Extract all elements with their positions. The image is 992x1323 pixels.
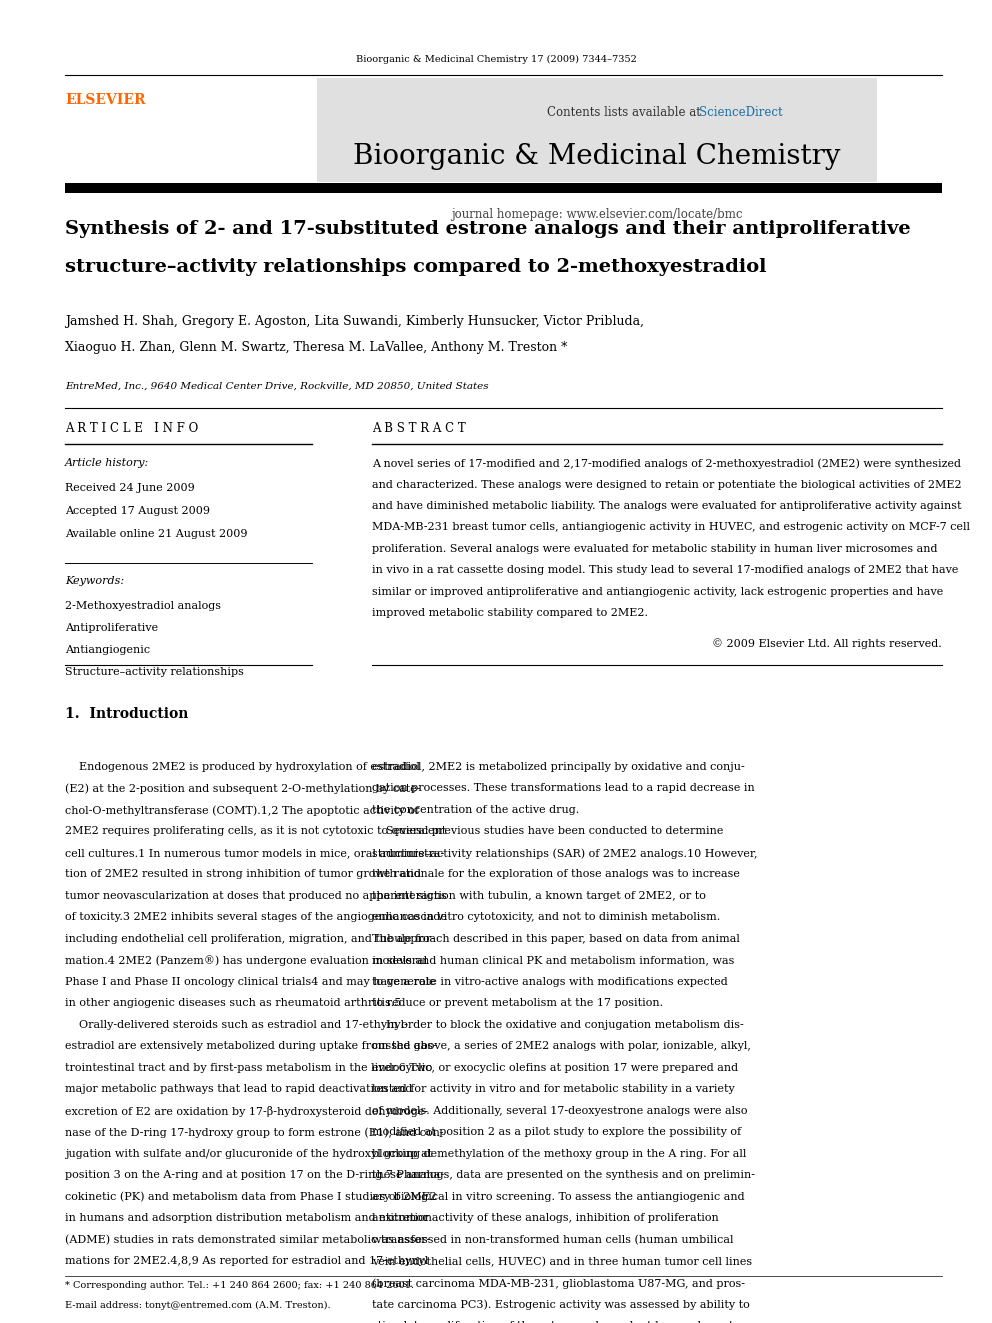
- Text: vein endothelial cells, HUVEC) and in three human tumor cell lines: vein endothelial cells, HUVEC) and in th…: [372, 1257, 752, 1267]
- Text: blocking demethylation of the methoxy group in the A ring. For all: blocking demethylation of the methoxy gr…: [372, 1148, 746, 1159]
- Text: Received 24 June 2009: Received 24 June 2009: [65, 483, 194, 493]
- Text: A B S T R A C T: A B S T R A C T: [372, 422, 466, 435]
- Text: nase of the D-ring 17-hydroxy group to form estrone (E1), and con-: nase of the D-ring 17-hydroxy group to f…: [65, 1127, 443, 1138]
- Text: improved metabolic stability compared to 2ME2.: improved metabolic stability compared to…: [372, 609, 648, 618]
- Text: jugation with sulfate and/or glucuronide of the hydroxyl group at: jugation with sulfate and/or glucuronide…: [65, 1148, 433, 1159]
- Text: A novel series of 17-modified and 2,17-modified analogs of 2-methoxyestradiol (2: A novel series of 17-modified and 2,17-m…: [372, 458, 961, 468]
- Text: similar or improved antiproliferative and antiangiogenic activity, lack estrogen: similar or improved antiproliferative an…: [372, 587, 943, 597]
- Text: gation processes. These transformations lead to a rapid decrease in: gation processes. These transformations …: [372, 783, 755, 794]
- Text: * Corresponding author. Tel.: +1 240 864 2600; fax: +1 240 864 2601.: * Corresponding author. Tel.: +1 240 864…: [65, 1281, 414, 1290]
- Text: antitumor activity of these analogs, inhibition of proliferation: antitumor activity of these analogs, inh…: [372, 1213, 719, 1224]
- Text: cussed above, a series of 2ME2 analogs with polar, ionizable, alkyl,: cussed above, a series of 2ME2 analogs w…: [372, 1041, 751, 1052]
- Text: excretion of E2 are oxidation by 17-β-hydroxysteroid dehydroge-: excretion of E2 are oxidation by 17-β-hy…: [65, 1106, 429, 1117]
- Text: Structure–activity relationships: Structure–activity relationships: [65, 667, 244, 677]
- Text: to generate in vitro-active analogs with modifications expected: to generate in vitro-active analogs with…: [372, 976, 728, 987]
- Text: Phase I and Phase II oncology clinical trials4 and may have a role: Phase I and Phase II oncology clinical t…: [65, 976, 435, 987]
- Text: enhance in vitro cytotoxicity, and not to diminish metabolism.: enhance in vitro cytotoxicity, and not t…: [372, 913, 720, 922]
- Text: E-mail address: tonyt@entremed.com (A.M. Treston).: E-mail address: tonyt@entremed.com (A.M.…: [65, 1301, 330, 1310]
- Text: trointestinal tract and by first-pass metabolism in the liver.6 Two: trointestinal tract and by first-pass me…: [65, 1062, 433, 1073]
- Text: endocyclic, or exocyclic olefins at position 17 were prepared and: endocyclic, or exocyclic olefins at posi…: [372, 1062, 738, 1073]
- Text: mations for 2ME2.4,8,9 As reported for estradiol and 17-ethynyl: mations for 2ME2.4,8,9 As reported for e…: [65, 1257, 429, 1266]
- Text: A R T I C L E   I N F O: A R T I C L E I N F O: [65, 422, 198, 435]
- Bar: [65, 183, 942, 193]
- Text: to reduce or prevent metabolism at the 17 position.: to reduce or prevent metabolism at the 1…: [372, 999, 663, 1008]
- Text: ELSEVIER: ELSEVIER: [65, 93, 146, 107]
- Text: these analogs, data are presented on the synthesis and on prelimin-: these analogs, data are presented on the…: [372, 1171, 755, 1180]
- Text: Antiangiogenic: Antiangiogenic: [65, 646, 150, 655]
- Text: Bioorganic & Medicinal Chemistry 17 (2009) 7344–7352: Bioorganic & Medicinal Chemistry 17 (200…: [355, 56, 637, 64]
- Text: estradiol are extensively metabolized during uptake from the gas-: estradiol are extensively metabolized du…: [65, 1041, 436, 1052]
- Text: Bioorganic & Medicinal Chemistry: Bioorganic & Medicinal Chemistry: [353, 143, 841, 169]
- Text: major metabolic pathways that lead to rapid deactivation and: major metabolic pathways that lead to ra…: [65, 1085, 413, 1094]
- Text: journal homepage: www.elsevier.com/locate/bmc: journal homepage: www.elsevier.com/locat…: [451, 208, 743, 221]
- Bar: [317, 78, 877, 183]
- Text: was assessed in non-transformed human cells (human umbilical: was assessed in non-transformed human ce…: [372, 1234, 733, 1245]
- Text: of models. Additionally, several 17-deoxyestrone analogs were also: of models. Additionally, several 17-deox…: [372, 1106, 748, 1117]
- Text: (E2) at the 2-position and subsequent 2-O-methylation by cate-: (E2) at the 2-position and subsequent 2-…: [65, 783, 421, 794]
- Text: tested for activity in vitro and for metabolic stability in a variety: tested for activity in vitro and for met…: [372, 1085, 735, 1094]
- Text: position 3 on the A-ring and at position 17 on the D-ring.7 Pharma-: position 3 on the A-ring and at position…: [65, 1171, 444, 1180]
- Text: tate carcinoma PC3). Estrogenic activity was assessed by ability to: tate carcinoma PC3). Estrogenic activity…: [372, 1299, 750, 1310]
- Text: © 2009 Elsevier Ltd. All rights reserved.: © 2009 Elsevier Ltd. All rights reserved…: [712, 638, 942, 648]
- Text: including endothelial cell proliferation, migration, and tubule for-: including endothelial cell proliferation…: [65, 934, 434, 945]
- Text: modified at position 2 as a pilot study to explore the possibility of: modified at position 2 as a pilot study …: [372, 1127, 741, 1138]
- Text: of toxicity.3 2ME2 inhibits several stages of the angiogenic cascade: of toxicity.3 2ME2 inhibits several stag…: [65, 913, 446, 922]
- Text: in humans and adsorption distribution metabolism and excretion: in humans and adsorption distribution me…: [65, 1213, 432, 1224]
- Text: In order to block the oxidative and conjugation metabolism dis-: In order to block the oxidative and conj…: [372, 1020, 744, 1031]
- Text: tion of 2ME2 resulted in strong inhibition of tumor growth and: tion of 2ME2 resulted in strong inhibiti…: [65, 869, 421, 880]
- Text: Jamshed H. Shah, Gregory E. Agoston, Lita Suwandi, Kimberly Hunsucker, Victor Pr: Jamshed H. Shah, Gregory E. Agoston, Lit…: [65, 315, 644, 328]
- Text: proliferation. Several analogs were evaluated for metabolic stability in human l: proliferation. Several analogs were eval…: [372, 544, 937, 554]
- Text: 2-Methoxyestradiol analogs: 2-Methoxyestradiol analogs: [65, 601, 221, 611]
- Text: (breast carcinoma MDA-MB-231, glioblastoma U87-MG, and pros-: (breast carcinoma MDA-MB-231, glioblasto…: [372, 1278, 745, 1289]
- Text: tumor neovascularization at doses that produced no apparent signs: tumor neovascularization at doses that p…: [65, 890, 446, 901]
- Text: estradiol, 2ME2 is metabolized principally by oxidative and conju-: estradiol, 2ME2 is metabolized principal…: [372, 762, 745, 773]
- Text: EntreMed, Inc., 9640 Medical Center Drive, Rockville, MD 20850, United States: EntreMed, Inc., 9640 Medical Center Driv…: [65, 382, 489, 392]
- Text: Endogenous 2ME2 is produced by hydroxylation of estradiol: Endogenous 2ME2 is produced by hydroxyla…: [65, 762, 420, 773]
- Text: Xiaoguo H. Zhan, Glenn M. Swartz, Theresa M. LaVallee, Anthony M. Treston *: Xiaoguo H. Zhan, Glenn M. Swartz, Theres…: [65, 341, 567, 355]
- Text: 2ME2 requires proliferating cells, as it is not cytotoxic to quiescent: 2ME2 requires proliferating cells, as it…: [65, 827, 446, 836]
- Text: models and human clinical PK and metabolism information, was: models and human clinical PK and metabol…: [372, 955, 734, 966]
- Text: Available online 21 August 2009: Available online 21 August 2009: [65, 529, 247, 538]
- Text: MDA-MB-231 breast tumor cells, antiangiogenic activity in HUVEC, and estrogenic : MDA-MB-231 breast tumor cells, antiangio…: [372, 523, 970, 532]
- Text: cell cultures.1 In numerous tumor models in mice, oral administra-: cell cultures.1 In numerous tumor models…: [65, 848, 444, 859]
- Text: chol-O-methyltransferase (COMT).1,2 The apoptotic activity of: chol-O-methyltransferase (COMT).1,2 The …: [65, 804, 419, 815]
- Text: ScienceDirect: ScienceDirect: [699, 106, 783, 119]
- Text: 1.  Introduction: 1. Introduction: [65, 706, 188, 721]
- Text: in other angiogenic diseases such as rheumatoid arthritis.5: in other angiogenic diseases such as rhe…: [65, 999, 402, 1008]
- Text: Orally-delivered steroids such as estradiol and 17-ethynyl-: Orally-delivered steroids such as estrad…: [65, 1020, 408, 1031]
- Text: the concentration of the active drug.: the concentration of the active drug.: [372, 804, 579, 815]
- Text: Several previous studies have been conducted to determine: Several previous studies have been condu…: [372, 827, 723, 836]
- Text: Antiproliferative: Antiproliferative: [65, 623, 158, 632]
- Text: Keywords:: Keywords:: [65, 576, 124, 586]
- Text: Accepted 17 August 2009: Accepted 17 August 2009: [65, 505, 210, 516]
- Text: cokinetic (PK) and metabolism data from Phase I studies of 2ME2: cokinetic (PK) and metabolism data from …: [65, 1192, 436, 1203]
- Text: in vivo in a rat cassette dosing model. This study lead to several 17-modified a: in vivo in a rat cassette dosing model. …: [372, 565, 958, 576]
- Text: Article history:: Article history:: [65, 458, 149, 468]
- Text: and characterized. These analogs were designed to retain or potentiate the biolo: and characterized. These analogs were de…: [372, 479, 961, 490]
- Text: Synthesis of 2- and 17-substituted estrone analogs and their antiproliferative: Synthesis of 2- and 17-substituted estro…: [65, 220, 911, 238]
- Text: (ADME) studies in rats demonstrated similar metabolic transfor-: (ADME) studies in rats demonstrated simi…: [65, 1234, 431, 1245]
- Text: the interaction with tubulin, a known target of 2ME2, or to: the interaction with tubulin, a known ta…: [372, 890, 706, 901]
- Text: Contents lists available at: Contents lists available at: [548, 106, 705, 119]
- Text: ary biological in vitro screening. To assess the antiangiogenic and: ary biological in vitro screening. To as…: [372, 1192, 745, 1203]
- Text: and have diminished metabolic liability. The analogs were evaluated for antiprol: and have diminished metabolic liability.…: [372, 501, 961, 511]
- Text: structure–activity relationships compared to 2-methoxyestradiol: structure–activity relationships compare…: [65, 258, 767, 277]
- Text: the rationale for the exploration of those analogs was to increase: the rationale for the exploration of tho…: [372, 869, 740, 880]
- Text: structure–activity relationships (SAR) of 2ME2 analogs.10 However,: structure–activity relationships (SAR) o…: [372, 848, 758, 859]
- Text: The approach described in this paper, based on data from animal: The approach described in this paper, ba…: [372, 934, 740, 945]
- Text: mation.4 2ME2 (Panzem®) has undergone evaluation in several: mation.4 2ME2 (Panzem®) has undergone ev…: [65, 955, 428, 966]
- Text: stimulate proliferation of the estrogen-dependent human breast: stimulate proliferation of the estrogen-…: [372, 1320, 733, 1323]
